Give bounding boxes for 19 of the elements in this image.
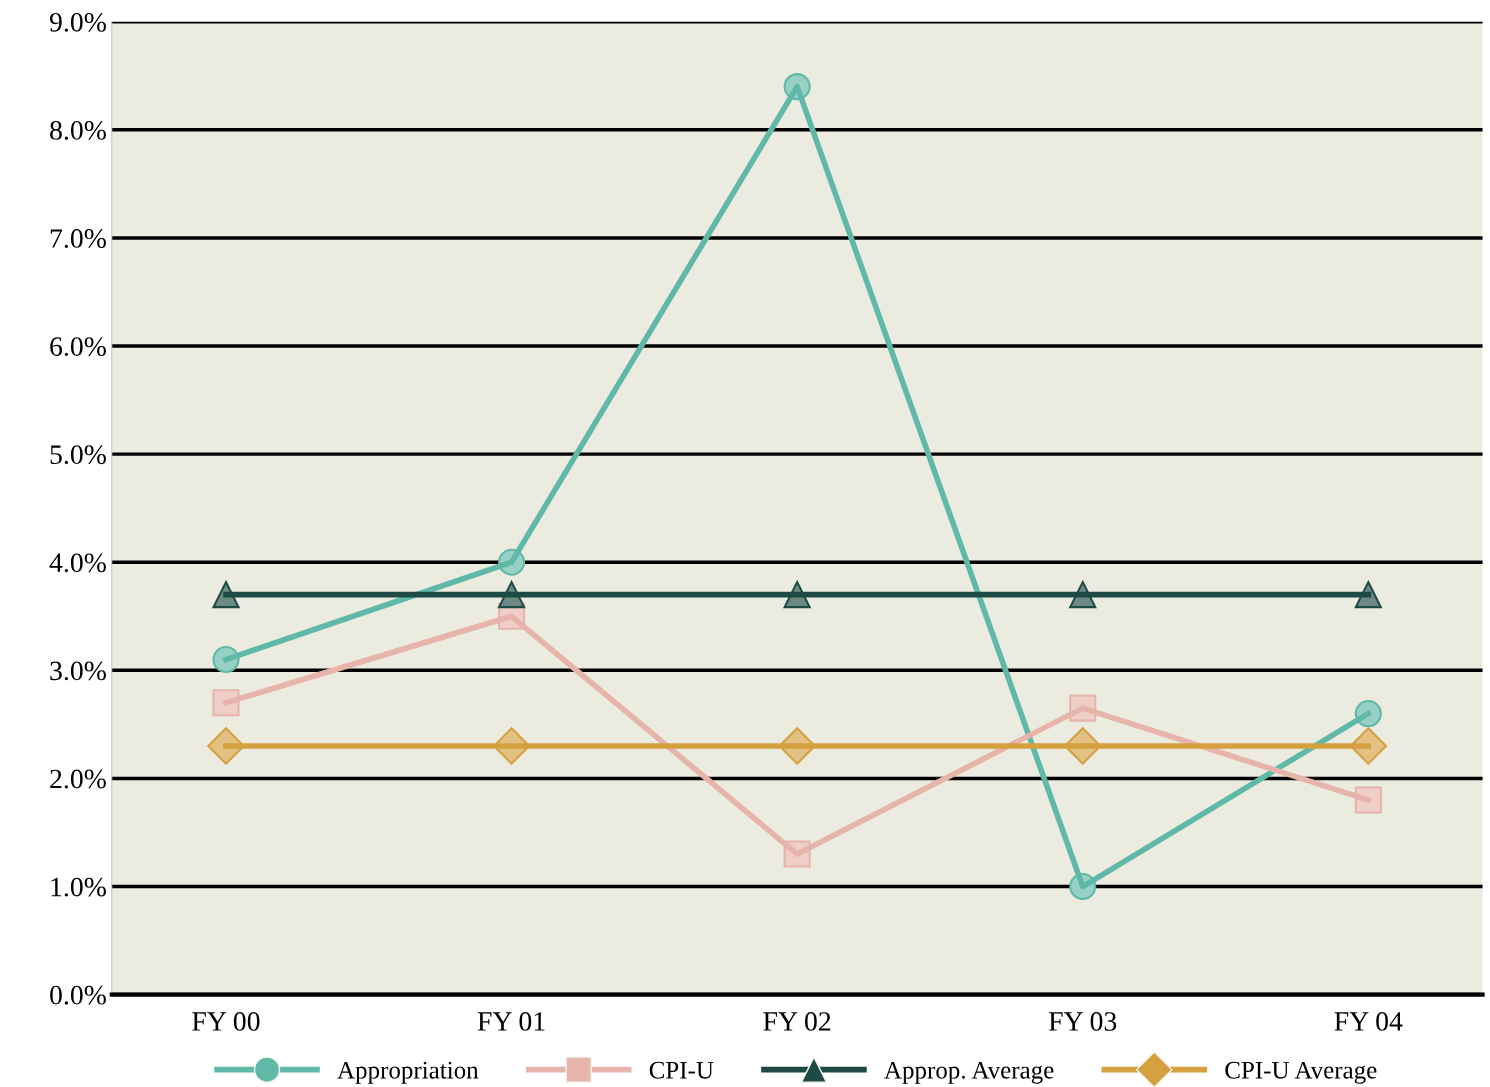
x-tick-label: FY 03 [1048,1012,1117,1031]
y-tick-label: 6.0% [50,337,106,357]
legend-label: CPI-U Average [1225,1061,1377,1084]
y-tick-label: 4.0% [49,553,106,573]
y-tick-label: 2.0% [50,769,106,789]
x-tick-label: FY 01 [477,1012,545,1031]
legend-label: CPI-U [649,1061,714,1079]
y-tick-label: 1.0% [51,877,106,897]
x-tick-label: FY 04 [1334,1012,1403,1031]
y-tick-label: 9.0% [49,12,106,32]
legend-label: Approp. Average [884,1061,1054,1084]
y-tick-label: 3.0% [50,661,106,681]
y-tick-label: 5.0% [50,445,106,465]
x-tick-label: FY 02 [763,1012,831,1031]
x-tick-label: FY 00 [192,1012,260,1031]
legend-label: Appropriation [337,1061,479,1084]
y-tick-label: 7.0% [50,229,106,248]
y-tick-label: 0.0% [50,985,106,1005]
y-tick-label: 8.0% [50,121,106,140]
